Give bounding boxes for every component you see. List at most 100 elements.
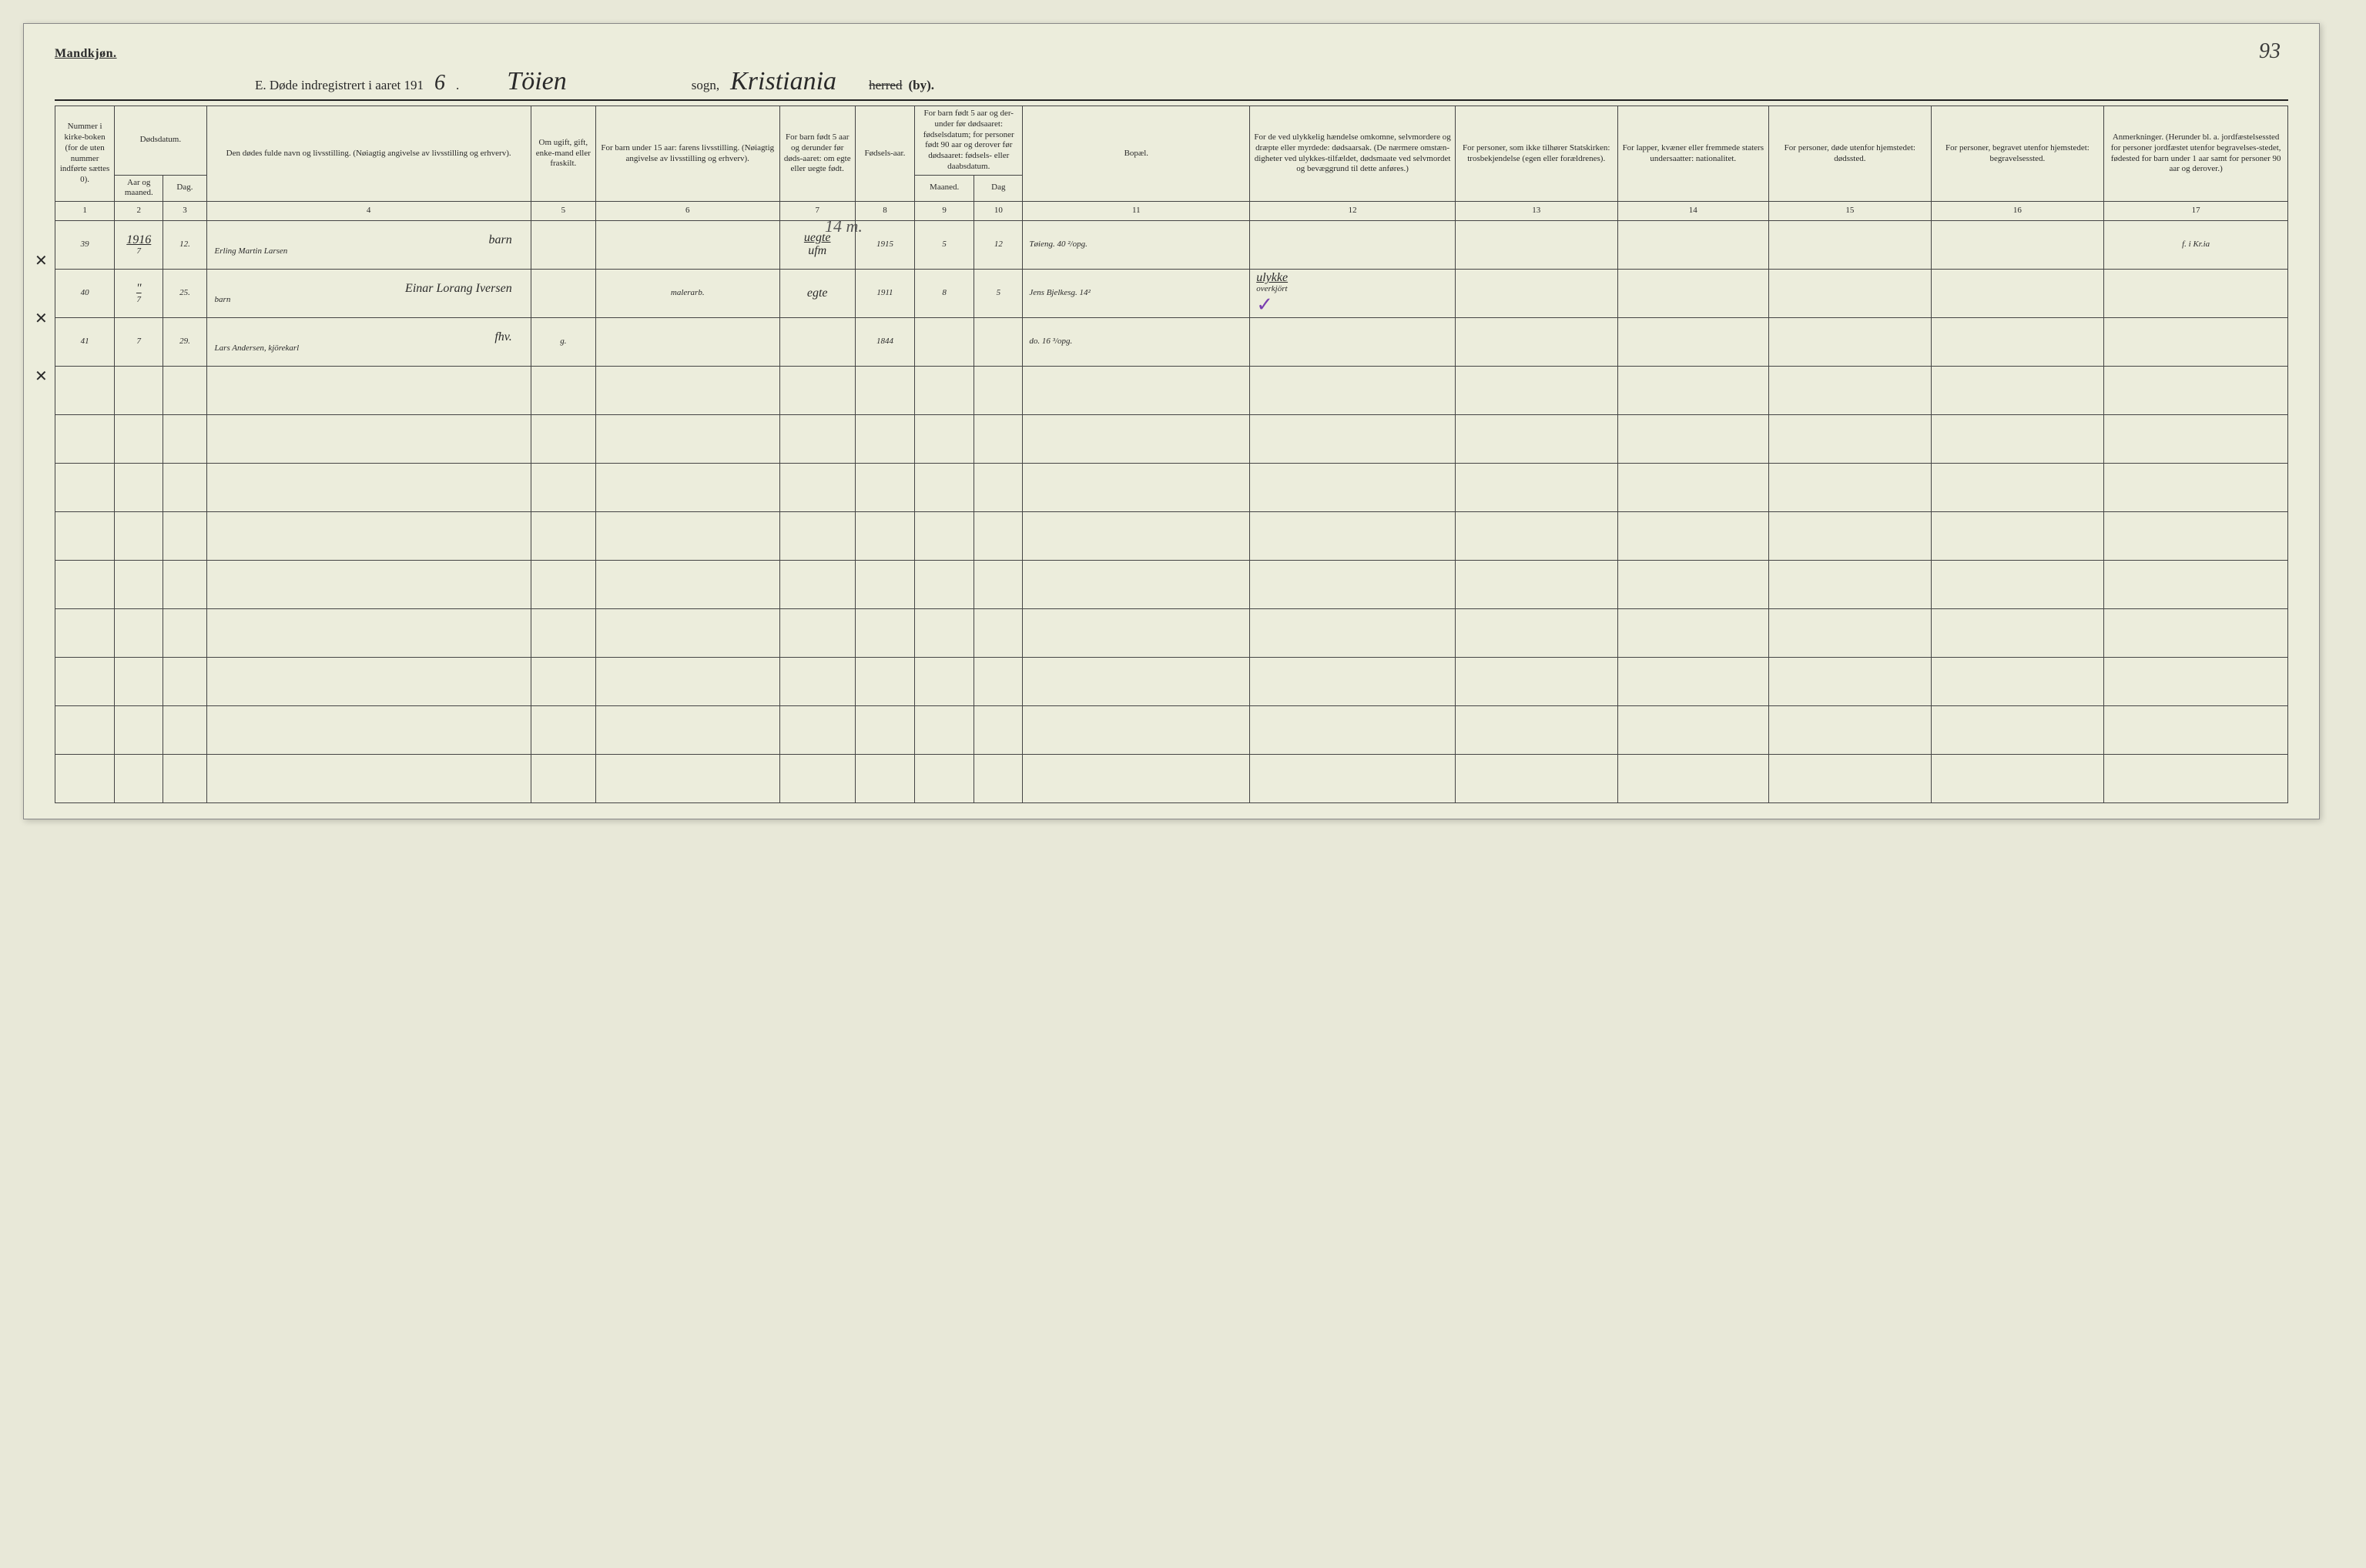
- cell: [55, 658, 115, 706]
- cell: [1769, 512, 1932, 561]
- cell: [206, 415, 531, 464]
- cell: [531, 221, 595, 270]
- cell: [779, 609, 855, 658]
- cell: [2104, 270, 2288, 318]
- cell: [855, 755, 914, 803]
- period: .: [456, 78, 459, 93]
- cell: [1931, 221, 2104, 270]
- cell: [915, 367, 974, 415]
- cell: malerarb.: [595, 270, 779, 318]
- cell: [1769, 367, 1932, 415]
- cell: [1769, 464, 1932, 512]
- cell: [855, 561, 914, 609]
- table-row: [55, 658, 2288, 706]
- cell: [55, 561, 115, 609]
- cell: [1455, 221, 1617, 270]
- cell: [163, 706, 206, 755]
- gender-label: Mandkjøn.: [55, 47, 117, 61]
- cell: [1455, 415, 1617, 464]
- cell: [163, 464, 206, 512]
- cell: [779, 561, 855, 609]
- city-hand: Kristiania: [726, 67, 841, 96]
- cell: [974, 755, 1023, 803]
- cell: [1769, 561, 1932, 609]
- cell: [2104, 658, 2288, 706]
- title-line: E. Døde indregistrert i aaret 191 6 . Tö…: [255, 67, 2288, 96]
- cell: [115, 464, 163, 512]
- cell: 8: [915, 270, 974, 318]
- cell: [915, 658, 974, 706]
- cell: [1769, 415, 1932, 464]
- cell: [206, 706, 531, 755]
- cell: [855, 415, 914, 464]
- title-prefix: E. Døde indregistrert i aaret 191: [255, 78, 424, 93]
- table-row: [55, 609, 2288, 658]
- cell: [115, 755, 163, 803]
- col6-head: For barn under 15 aar: farens livsstilli…: [595, 106, 779, 202]
- col-num: 17: [2104, 202, 2288, 221]
- cell: 5: [915, 221, 974, 270]
- cell: f. i Kr.ia: [2104, 221, 2288, 270]
- table-row: [55, 415, 2288, 464]
- margin-mark: ✕: [35, 367, 48, 386]
- col3-head: Dag.: [163, 175, 206, 202]
- cell: [163, 755, 206, 803]
- year-hand: 6: [430, 71, 450, 95]
- cell: [1931, 318, 2104, 367]
- table-row: [55, 464, 2288, 512]
- cell: [55, 706, 115, 755]
- col-num: 6: [595, 202, 779, 221]
- table-body: 391916712.barnErling Martin Larsenuegteu…: [55, 221, 2288, 803]
- cell: [1769, 318, 1932, 367]
- cell: [2104, 706, 2288, 755]
- col-birth-group: For barn født 5 aar og der-under før død…: [915, 106, 1023, 176]
- cell: [1769, 658, 1932, 706]
- cell: [855, 464, 914, 512]
- cell: egte: [779, 270, 855, 318]
- pencil-note: 14 m.: [825, 216, 863, 236]
- table-row: [55, 755, 2288, 803]
- cell: [163, 367, 206, 415]
- col-num: 8: [855, 202, 914, 221]
- col-num: 1: [55, 202, 115, 221]
- cell: [1023, 415, 1250, 464]
- cell: [1769, 221, 1932, 270]
- cell: [1931, 706, 2104, 755]
- cell: [595, 464, 779, 512]
- table-row: 41729.fhv.Lars Andersen, kjörekarlg.1844…: [55, 318, 2288, 367]
- cell: [2104, 464, 2288, 512]
- cell: [55, 415, 115, 464]
- cell: [206, 464, 531, 512]
- cell: [163, 561, 206, 609]
- cell: [1455, 755, 1617, 803]
- cell: [595, 318, 779, 367]
- cell: [1931, 270, 2104, 318]
- cell: [2104, 367, 2288, 415]
- cell: g.: [531, 318, 595, 367]
- cell: [1769, 270, 1932, 318]
- cell: [974, 415, 1023, 464]
- cell: [915, 706, 974, 755]
- cell: [779, 755, 855, 803]
- by-label: (by).: [908, 78, 934, 93]
- cell: [1931, 512, 2104, 561]
- cell: [1931, 367, 2104, 415]
- cell: [595, 706, 779, 755]
- col8-head: Fødsels-aar.: [855, 106, 914, 202]
- cell: [779, 415, 855, 464]
- cell: [1931, 464, 2104, 512]
- cell: [1931, 609, 2104, 658]
- cell: [531, 270, 595, 318]
- parish-hand: Töien: [502, 67, 571, 96]
- header-row-nums: 1234567891011121314151617: [55, 202, 2288, 221]
- col10-head: Dag: [974, 175, 1023, 202]
- table-row: [55, 706, 2288, 755]
- cell: [163, 415, 206, 464]
- cell: [1250, 415, 1456, 464]
- cell: [595, 658, 779, 706]
- col5-head: Om ugift, gift, enke-mand eller fraskilt…: [531, 106, 595, 202]
- cell: [531, 706, 595, 755]
- cell: [855, 658, 914, 706]
- cell: [2104, 512, 2288, 561]
- register-page: 93 Mandkjøn. E. Døde indregistrert i aar…: [23, 23, 2320, 819]
